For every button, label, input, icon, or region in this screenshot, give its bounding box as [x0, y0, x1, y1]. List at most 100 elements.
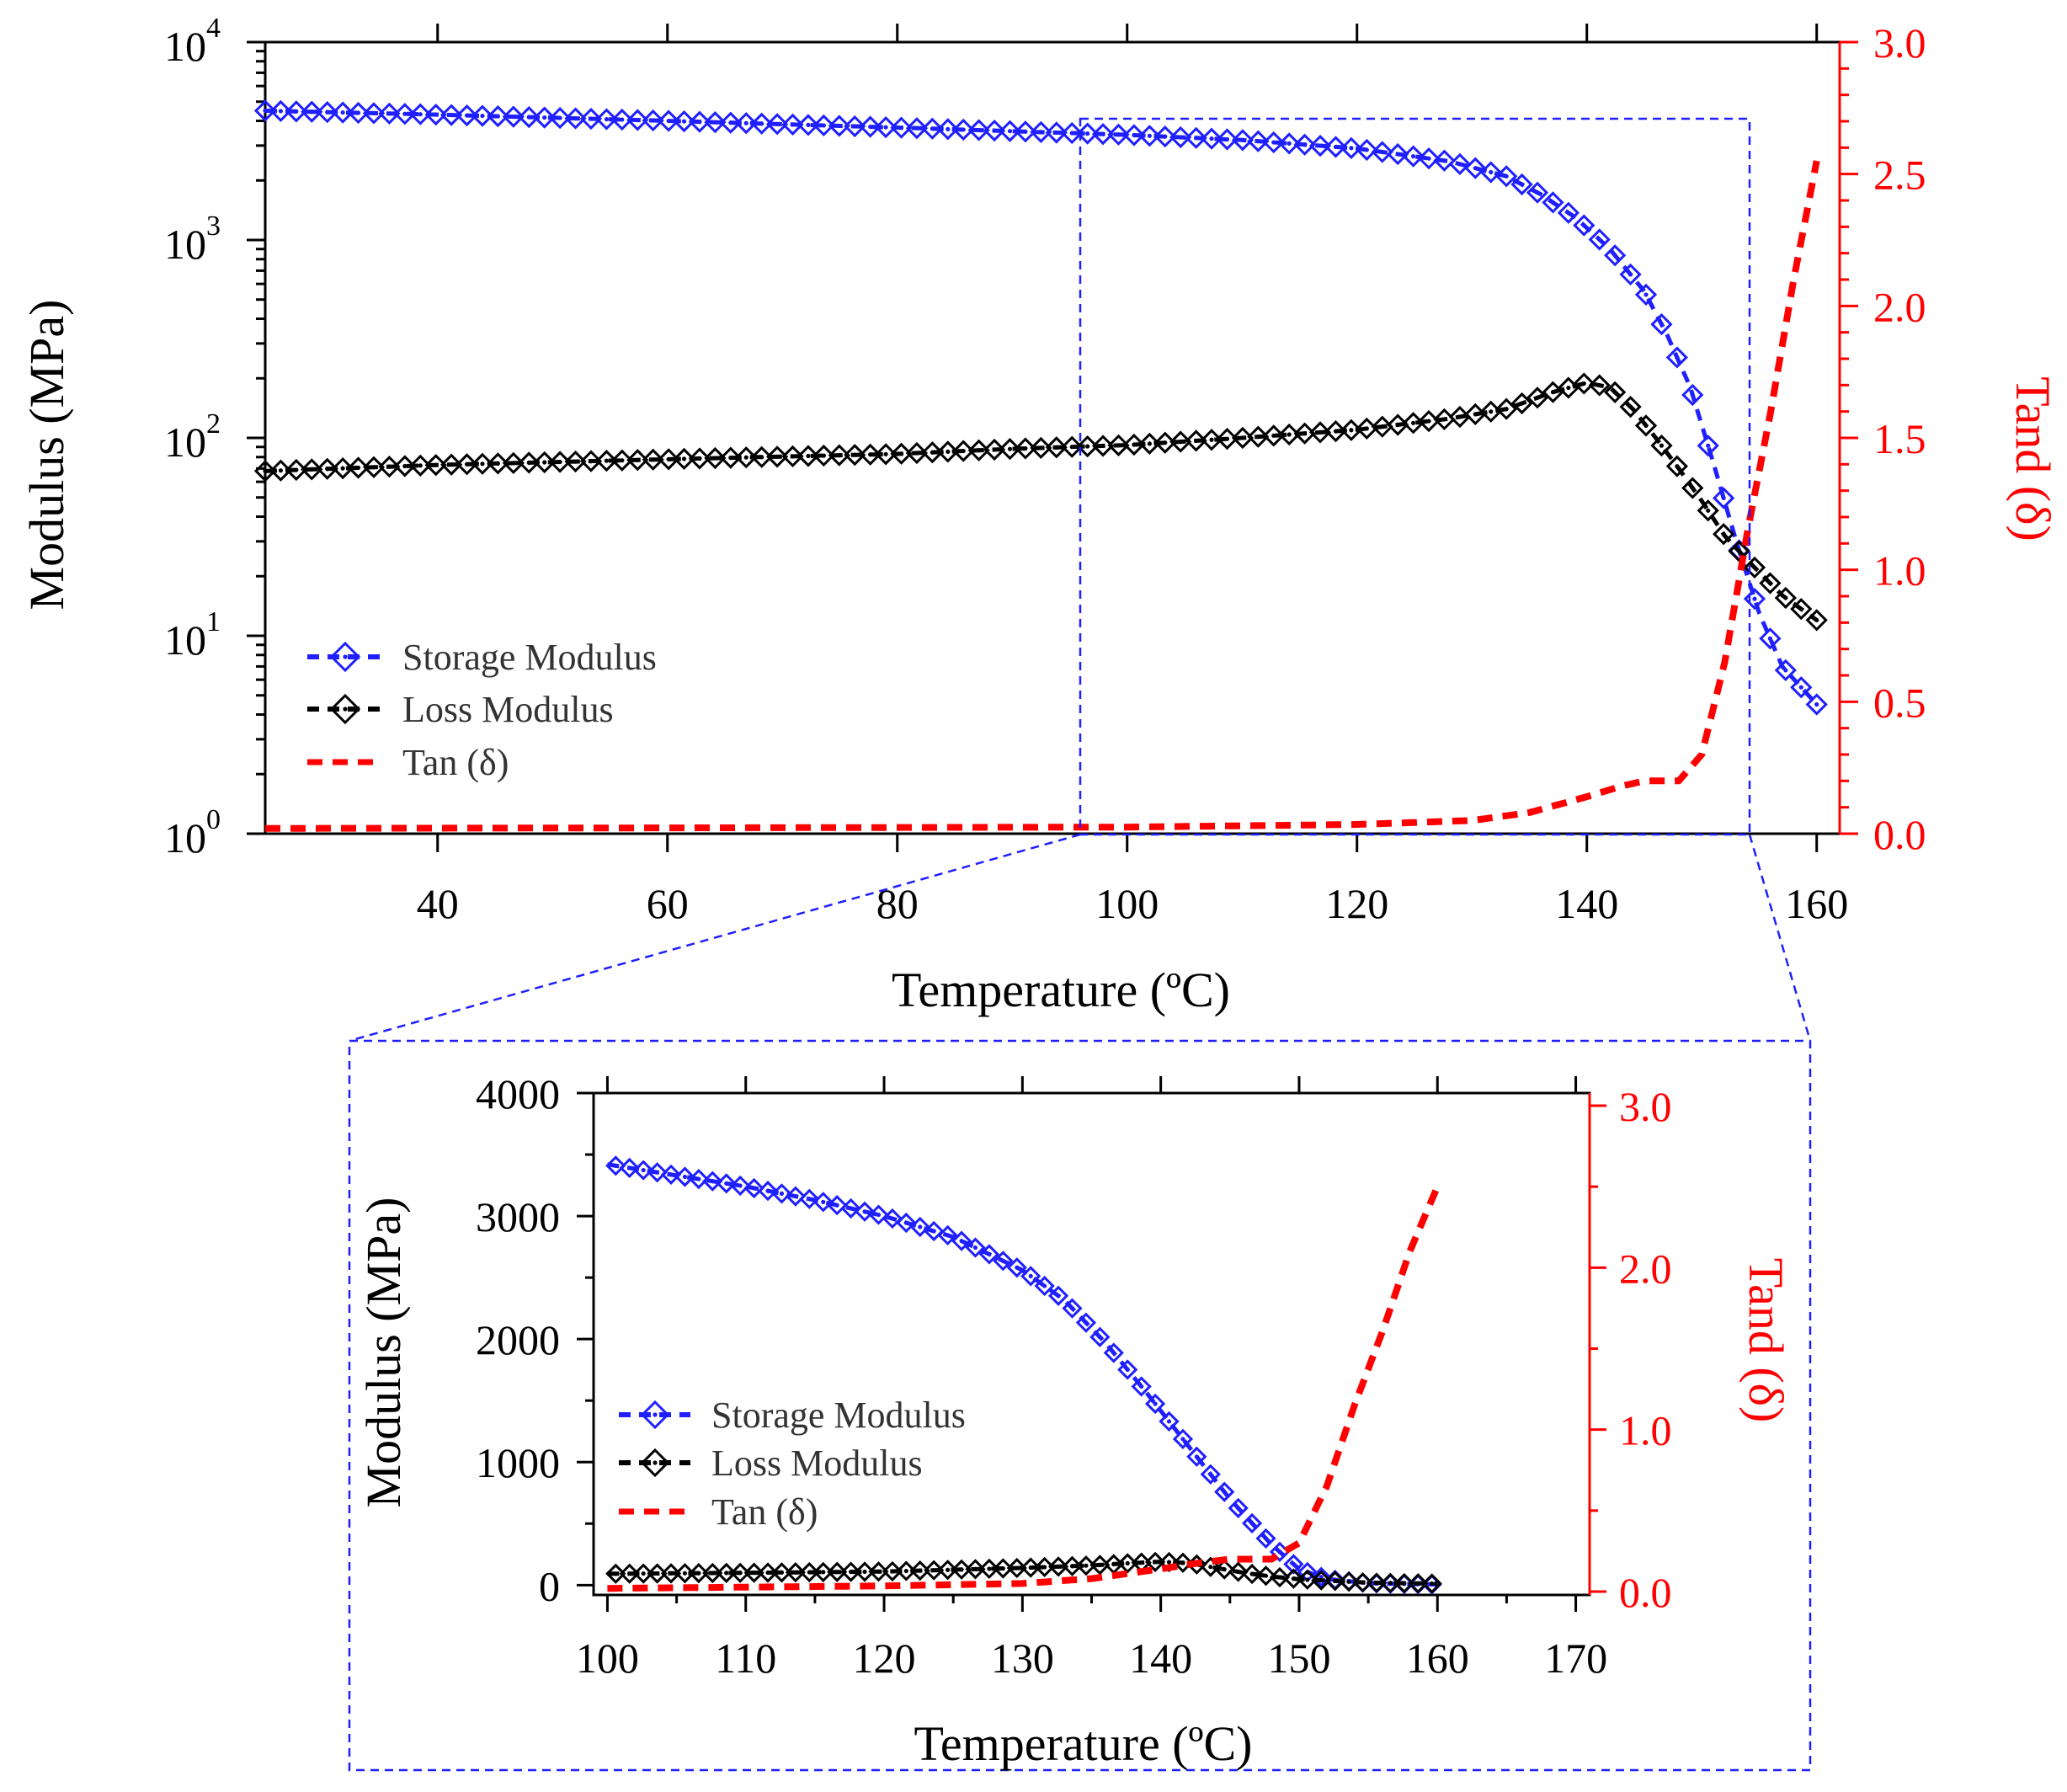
- main-data-point: [673, 447, 695, 471]
- main-data-point: [409, 103, 432, 125]
- inset-x-tick-label: 100: [576, 1635, 639, 1682]
- inset-data-point: [1172, 1428, 1194, 1449]
- main-data-point: [362, 102, 386, 125]
- inset-data-point: [1117, 1553, 1138, 1574]
- main-data-point: [642, 109, 664, 132]
- main-data-point: [704, 111, 727, 134]
- main-data-point: [796, 445, 820, 467]
- main-data-point: [1262, 131, 1285, 154]
- main-data-point: [1759, 627, 1782, 650]
- inset-data-point: [1352, 1571, 1373, 1593]
- main-data-point: [890, 442, 913, 465]
- inset-data-point: [1228, 1561, 1249, 1582]
- main-data-point: [1743, 588, 1766, 611]
- main-data-point: [1510, 392, 1533, 415]
- inset-data-point: [1366, 1572, 1388, 1593]
- main-legend-marker: [329, 693, 361, 725]
- main-data-point: [1231, 129, 1255, 152]
- inset-data-point: [1200, 1464, 1221, 1485]
- main-data-point: [844, 444, 866, 467]
- main-data-point: [1091, 123, 1115, 146]
- main-data-point: [983, 119, 1006, 142]
- inset-data-point: [1047, 1556, 1069, 1577]
- main-x-tick-label: 40: [417, 880, 459, 927]
- inset-data-point: [1131, 1376, 1152, 1397]
- main-data-point: [812, 444, 835, 467]
- inset-data-point: [978, 1558, 1000, 1580]
- inset-data-point: [924, 1220, 945, 1242]
- inset-x-tick-label: 160: [1406, 1635, 1469, 1682]
- inset-data-point: [1075, 1312, 1097, 1333]
- main-data-point: [1153, 125, 1176, 148]
- inset-data-point: [1324, 1571, 1345, 1592]
- main-data-point: [1153, 431, 1176, 454]
- inset-data-point: [965, 1237, 986, 1258]
- main-data-point: [1495, 397, 1518, 420]
- main-data-point: [487, 104, 509, 128]
- main-legend-label: Loss Modulus: [402, 689, 614, 730]
- main-data-point: [812, 114, 835, 137]
- main-data-point: [921, 441, 944, 464]
- main-data-point: [1697, 499, 1719, 522]
- main-chart: 40 60 80 100 120 140 160 Temperature (ºC) 100 101…: [19, 13, 2060, 1043]
- main-data-point: [1542, 191, 1564, 214]
- inset-tan-delta-series: [607, 1185, 1441, 1592]
- main-data-point: [844, 115, 866, 138]
- main-data-point: [1107, 123, 1130, 146]
- main-data-point: [1076, 122, 1099, 145]
- main-data-point: [455, 104, 478, 127]
- main-data-point: [1665, 455, 1688, 477]
- inset-data-point: [1034, 1275, 1055, 1297]
- inset-data-point: [771, 1183, 792, 1204]
- main-y-right-tick-label: 2.5: [1873, 152, 1926, 199]
- main-data-point: [487, 452, 509, 475]
- inset-data-point: [924, 1560, 945, 1581]
- main-y-left-tick-label: 102: [164, 408, 221, 466]
- main-data-point: [347, 456, 370, 479]
- main-data-point: [952, 440, 975, 462]
- inset-data-point: [605, 1563, 626, 1584]
- main-data-point: [548, 451, 572, 473]
- main-data-point: [1169, 125, 1192, 149]
- main-data-point: [828, 444, 850, 467]
- main-data-point: [393, 455, 416, 477]
- inset-data-point: [702, 1171, 723, 1192]
- main-legend-label: Storage Modulus: [402, 637, 657, 678]
- main-data-point: [502, 451, 525, 475]
- inset-data-point: [1421, 1573, 1442, 1594]
- main-data-point: [936, 118, 959, 141]
- inset-data-point: [1117, 1359, 1138, 1380]
- inset-data-point: [1144, 1393, 1166, 1415]
- main-data-point: [719, 111, 742, 134]
- inset-data-point: [854, 1561, 876, 1582]
- main-data-point: [1604, 381, 1627, 403]
- inset-data-point: [882, 1560, 903, 1582]
- main-data-point: [796, 114, 820, 136]
- main-y-right-tick-label: 0.5: [1873, 679, 1926, 726]
- inset-data-point: [1214, 1559, 1235, 1580]
- inset-data-point: [702, 1562, 723, 1584]
- main-legend-label: Tan (δ): [402, 742, 509, 783]
- main-x-tick-label: 100: [1095, 880, 1159, 927]
- inset-data-point: [743, 1177, 764, 1199]
- main-data-point: [378, 456, 401, 478]
- main-data-point: [301, 100, 323, 123]
- inset-data-point: [757, 1181, 779, 1202]
- inset-x-tick-label: 110: [715, 1635, 776, 1682]
- main-data-point: [1681, 477, 1704, 499]
- main-data-point: [1495, 165, 1518, 188]
- zoom-connector-right: [1748, 834, 1812, 1042]
- inset-data-point: [1255, 1528, 1276, 1549]
- main-data-point: [1216, 427, 1239, 451]
- main-data-point: [1061, 435, 1084, 458]
- main-data-point: [1526, 181, 1549, 204]
- inset-data-point: [827, 1561, 848, 1582]
- zoom-connector-left: [349, 833, 1081, 1043]
- inset-chart: 100 110 120 130 140 150 160 170 Temperature (ºC)…: [356, 1070, 1793, 1771]
- main-data-point: [1356, 138, 1378, 162]
- main-data-point: [1185, 429, 1207, 452]
- main-x-tick-label: 120: [1325, 880, 1388, 927]
- main-data-point: [440, 453, 463, 476]
- main-data-point: [967, 119, 990, 141]
- main-data-point: [1805, 693, 1828, 716]
